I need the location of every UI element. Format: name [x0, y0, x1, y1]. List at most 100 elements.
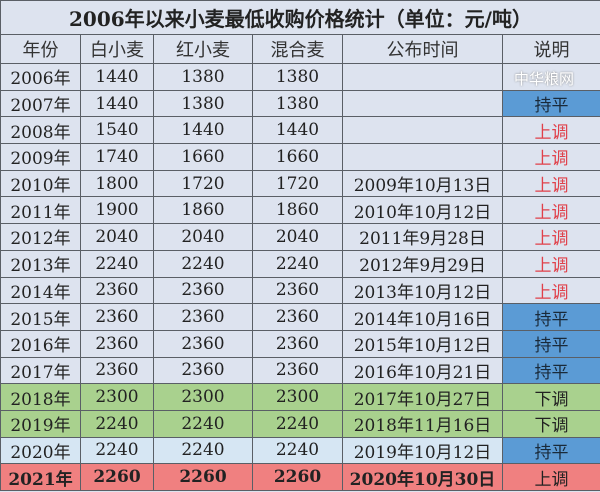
column-header: 公布时间	[342, 34, 503, 64]
column-header: 红小麦	[153, 34, 253, 64]
table-cell: 2010年	[0, 169, 81, 198]
note-cell: 上调	[502, 249, 600, 278]
table-row: 2021年 2260 2260 2260 2020年10月30日 上调	[0, 463, 600, 491]
table-title: 2006年以来小麦最低收购价格统计（单位：元/吨）	[0, 0, 600, 35]
note-cell: 下调	[502, 383, 600, 411]
table-row: 2017年 2360 2360 2360 2016年10月21日 持平	[0, 356, 600, 385]
table-cell: 2360	[252, 356, 343, 385]
table-cell: 2040	[80, 223, 154, 251]
table-row: 2006年 1440 1380 1380	[0, 63, 600, 91]
table-cell: 2360	[252, 303, 343, 331]
note-cell: 上调	[502, 169, 600, 198]
table-cell: 2016年	[0, 329, 81, 358]
table-row: 2019年 2240 2240 2240 2018年11月16日 下调	[0, 409, 600, 438]
table-cell: 2240	[252, 409, 343, 438]
table-cell: 2360	[80, 276, 154, 305]
column-header: 年份	[0, 34, 81, 64]
table-cell: 2040	[252, 223, 343, 251]
table-cell: 1860	[153, 196, 253, 225]
table-cell: 2020年10月30日	[342, 463, 503, 491]
table-cell: 2012年	[0, 223, 81, 251]
table-cell: 2240	[153, 436, 253, 465]
table-cell: 2360	[153, 276, 253, 305]
table-cell: 2013年10月12日	[342, 276, 503, 305]
table-cell: 1900	[80, 196, 154, 225]
column-header: 混合麦	[252, 34, 343, 64]
table-cell: 2016年10月21日	[342, 356, 503, 385]
note-cell: 持平	[502, 303, 600, 331]
table-cell: 2240	[80, 436, 154, 465]
table-cell: 2021年	[0, 463, 81, 491]
table-cell: 2240	[153, 409, 253, 438]
table-cell: 1380	[153, 63, 253, 91]
table-row: 2016年 2360 2360 2360 2015年10月12日 持平	[0, 329, 600, 358]
table-cell	[342, 143, 503, 171]
table-cell: 2015年	[0, 303, 81, 331]
table-cell: 1440	[153, 116, 253, 145]
note-cell: 持平	[502, 436, 600, 465]
note-cell: 上调	[502, 116, 600, 145]
table-cell	[342, 89, 503, 118]
table-row: 2020年 2240 2240 2240 2019年10月12日 持平	[0, 436, 600, 465]
table-cell: 2300	[80, 383, 154, 411]
note-cell: 上调	[502, 196, 600, 225]
table-cell: 2014年10月16日	[342, 303, 503, 331]
table-cell: 2019年	[0, 409, 81, 438]
table-cell: 2360	[80, 329, 154, 358]
table-row: 2014年 2360 2360 2360 2013年10月12日 上调	[0, 276, 600, 305]
table-cell: 2360	[80, 303, 154, 331]
table-cell: 2260	[153, 463, 253, 491]
table-cell: 2014年	[0, 276, 81, 305]
watermark: 中华粮网	[514, 70, 575, 88]
table-row: 2007年 1440 1380 1380 持平	[0, 89, 600, 118]
table-cell: 2013年	[0, 249, 81, 278]
table-cell: 2260	[80, 463, 154, 491]
note-cell: 下调	[502, 409, 600, 438]
table-cell: 2240	[252, 249, 343, 278]
column-header: 说明	[502, 34, 600, 64]
table-cell: 2009年10月13日	[342, 169, 503, 198]
table-cell: 2260	[252, 463, 343, 491]
table-cell: 2017年	[0, 356, 81, 385]
table-cell: 2040	[153, 223, 253, 251]
table-cell: 1720	[153, 169, 253, 198]
table-cell: 1720	[252, 169, 343, 198]
note-cell: 上调	[502, 276, 600, 305]
column-header: 白小麦	[80, 34, 154, 64]
table-cell: 2360	[252, 329, 343, 358]
table-cell: 2360	[153, 329, 253, 358]
table-cell: 2240	[80, 249, 154, 278]
table-row: 2009年 1740 1660 1660 上调	[0, 143, 600, 171]
table-cell: 1440	[80, 89, 154, 118]
table-cell	[342, 63, 503, 91]
note-cell: 上调	[502, 143, 600, 171]
table-cell: 1440	[80, 63, 154, 91]
table-cell: 1440	[252, 116, 343, 145]
table-row: 2010年 1800 1720 1720 2009年10月13日 上调	[0, 169, 600, 198]
table-cell: 2011年9月28日	[342, 223, 503, 251]
table-cell: 2015年10月12日	[342, 329, 503, 358]
table-cell: 1740	[80, 143, 154, 171]
table-cell	[342, 116, 503, 145]
table-cell: 2010年10月12日	[342, 196, 503, 225]
note-cell: 持平	[502, 89, 600, 118]
table-row: 2018年 2300 2300 2300 2017年10月27日 下调	[0, 383, 600, 411]
table-cell: 2009年	[0, 143, 81, 171]
table-cell: 1380	[252, 89, 343, 118]
table-cell: 2019年10月12日	[342, 436, 503, 465]
table-cell: 1380	[252, 63, 343, 91]
note-cell: 持平	[502, 329, 600, 358]
table-row: 2011年 1900 1860 1860 2010年10月12日 上调	[0, 196, 600, 225]
table-cell: 2240	[80, 409, 154, 438]
table-cell: 2020年	[0, 436, 81, 465]
table-cell: 2007年	[0, 89, 81, 118]
table-cell: 2017年10月27日	[342, 383, 503, 411]
table-row: 2013年 2240 2240 2240 2012年9月29日 上调	[0, 249, 600, 278]
note-cell: 上调	[502, 223, 600, 251]
table-cell: 2006年	[0, 63, 81, 91]
table-cell: 1380	[153, 89, 253, 118]
table-cell: 2360	[252, 276, 343, 305]
table-cell: 1660	[153, 143, 253, 171]
table-row: 2012年 2040 2040 2040 2011年9月28日 上调	[0, 223, 600, 251]
